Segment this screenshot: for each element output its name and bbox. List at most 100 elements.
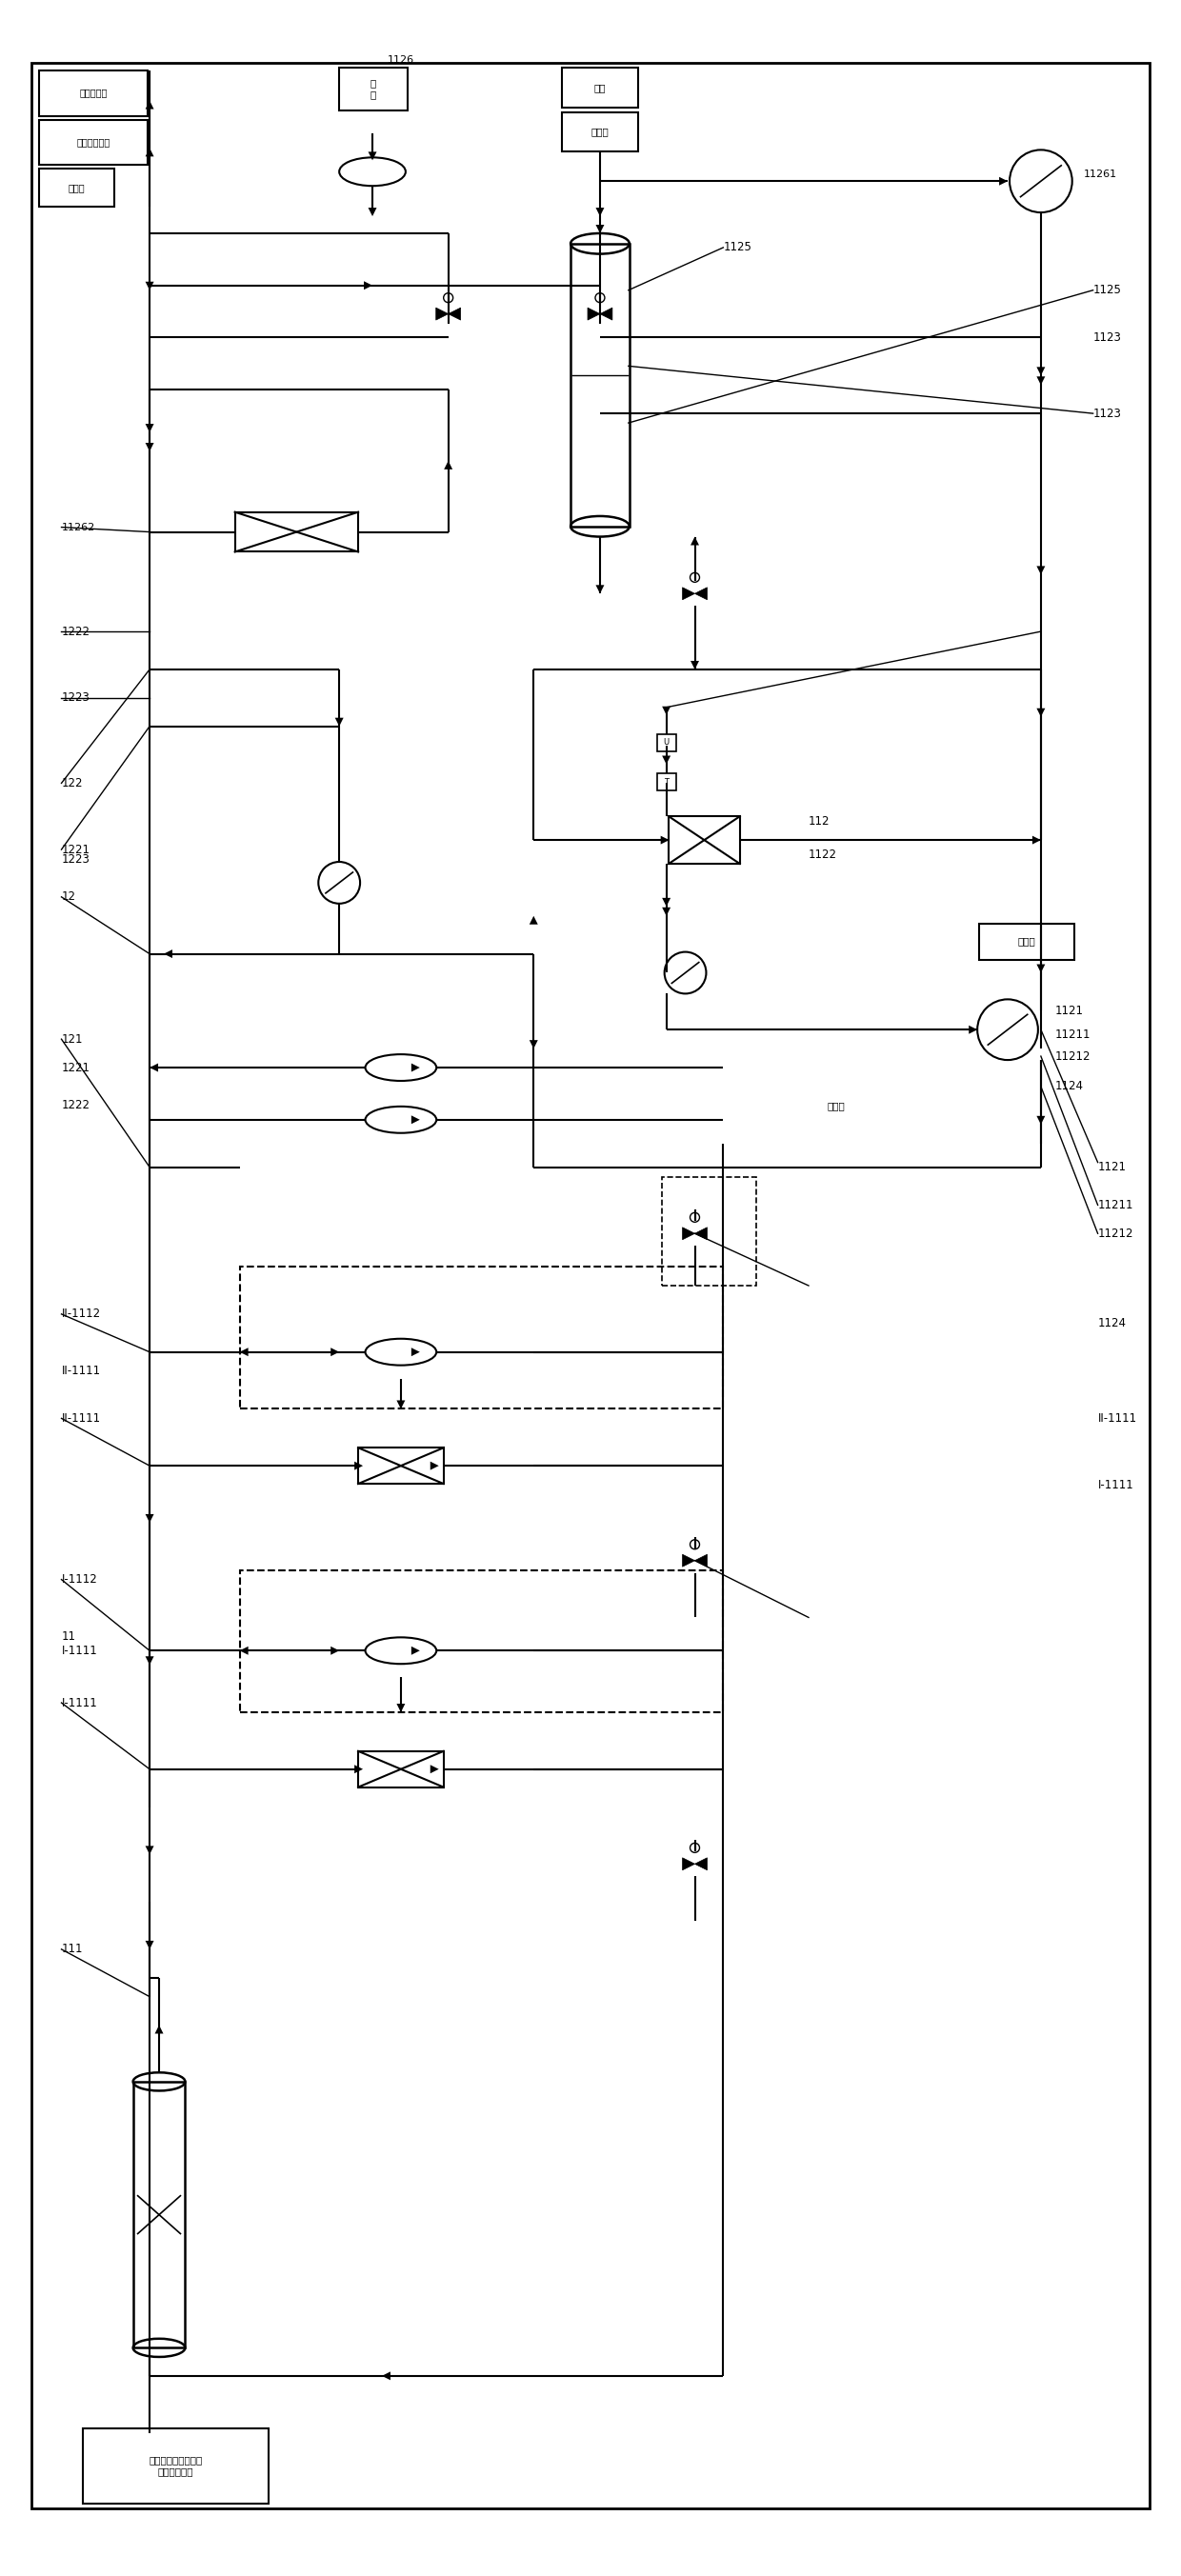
- Polygon shape: [691, 536, 699, 546]
- Polygon shape: [1037, 376, 1045, 384]
- Polygon shape: [595, 209, 605, 216]
- Text: 11262: 11262: [61, 523, 94, 533]
- Text: 净化气: 净化气: [68, 183, 85, 193]
- Polygon shape: [694, 587, 707, 600]
- Bar: [39, 118, 148, 165]
- Polygon shape: [694, 1857, 707, 1870]
- Text: 再生气放空: 再生气放空: [79, 88, 107, 98]
- Bar: [979, 922, 1074, 958]
- Text: II-1111: II-1111: [61, 1365, 100, 1378]
- Polygon shape: [694, 1553, 707, 1566]
- Polygon shape: [145, 1940, 154, 1950]
- Polygon shape: [663, 899, 671, 907]
- Bar: [358, 1448, 444, 1484]
- Bar: [657, 773, 676, 791]
- Polygon shape: [397, 1401, 405, 1409]
- Text: 1124: 1124: [1055, 1079, 1084, 1092]
- Bar: [240, 1569, 723, 1713]
- Text: 111: 111: [61, 1942, 83, 1955]
- Text: 补充水: 补充水: [1018, 938, 1036, 945]
- Polygon shape: [145, 281, 154, 291]
- Text: 1122: 1122: [809, 848, 837, 860]
- Text: 1223: 1223: [61, 690, 90, 703]
- Polygon shape: [155, 2025, 163, 2032]
- Text: 12: 12: [61, 891, 76, 904]
- Polygon shape: [663, 907, 671, 917]
- Text: 1222: 1222: [61, 626, 90, 639]
- Text: I-1112: I-1112: [61, 1574, 97, 1587]
- Polygon shape: [1032, 835, 1040, 845]
- Polygon shape: [164, 951, 172, 958]
- Polygon shape: [683, 1226, 694, 1239]
- Polygon shape: [691, 662, 699, 670]
- Text: I-1111: I-1111: [61, 1643, 97, 1656]
- Text: 气
罐: 气 罐: [371, 77, 377, 98]
- Polygon shape: [663, 755, 671, 765]
- Text: 112: 112: [809, 814, 830, 827]
- Text: 1121: 1121: [1098, 1162, 1127, 1172]
- Text: 1124: 1124: [1098, 1316, 1127, 1329]
- Text: II-1111: II-1111: [1098, 1412, 1137, 1425]
- Bar: [235, 513, 358, 551]
- Polygon shape: [145, 425, 154, 433]
- Text: 1125: 1125: [723, 242, 751, 252]
- Polygon shape: [694, 1226, 707, 1239]
- Text: I-1111: I-1111: [1098, 1479, 1134, 1492]
- Polygon shape: [411, 1064, 419, 1072]
- Polygon shape: [663, 706, 671, 716]
- Bar: [240, 1267, 723, 1409]
- Polygon shape: [683, 587, 694, 600]
- Polygon shape: [999, 178, 1007, 185]
- Polygon shape: [240, 1646, 248, 1654]
- Polygon shape: [145, 1847, 154, 1855]
- Polygon shape: [145, 443, 154, 451]
- Polygon shape: [683, 1553, 694, 1566]
- Text: 11212: 11212: [1055, 1051, 1091, 1061]
- Text: 1121: 1121: [1055, 1005, 1084, 1018]
- Text: 11211: 11211: [1098, 1198, 1134, 1211]
- Text: 1222: 1222: [61, 1100, 90, 1113]
- Polygon shape: [368, 209, 377, 216]
- Polygon shape: [145, 147, 154, 157]
- Bar: [83, 2429, 268, 2504]
- Polygon shape: [240, 1347, 248, 1355]
- Polygon shape: [381, 2372, 391, 2380]
- Bar: [39, 170, 115, 206]
- Polygon shape: [430, 1765, 439, 1772]
- Polygon shape: [397, 1703, 405, 1713]
- Polygon shape: [354, 1461, 363, 1471]
- Polygon shape: [411, 1646, 419, 1654]
- Text: 1125: 1125: [1094, 283, 1122, 296]
- Polygon shape: [331, 1347, 339, 1355]
- Text: 11261: 11261: [1083, 170, 1117, 180]
- Polygon shape: [444, 461, 452, 469]
- Polygon shape: [595, 585, 605, 592]
- Polygon shape: [145, 1656, 154, 1664]
- Bar: [562, 67, 638, 108]
- Bar: [570, 245, 629, 526]
- Polygon shape: [411, 1115, 419, 1123]
- Text: 1123: 1123: [1094, 407, 1122, 420]
- Polygon shape: [436, 307, 449, 319]
- Text: 11211: 11211: [1055, 1028, 1091, 1041]
- Text: 1223: 1223: [61, 853, 90, 866]
- Polygon shape: [588, 307, 600, 319]
- Polygon shape: [150, 1064, 158, 1072]
- Polygon shape: [968, 1025, 978, 1033]
- Text: 1126: 1126: [387, 54, 415, 64]
- Bar: [657, 734, 676, 752]
- Bar: [39, 70, 148, 116]
- Text: II-1112: II-1112: [61, 1309, 100, 1321]
- Polygon shape: [331, 1646, 339, 1654]
- Polygon shape: [529, 917, 537, 925]
- Text: 蒸汽: 蒸汽: [594, 82, 606, 93]
- Polygon shape: [354, 1765, 363, 1772]
- Polygon shape: [1037, 567, 1045, 574]
- Bar: [339, 67, 407, 111]
- Polygon shape: [595, 224, 605, 234]
- Polygon shape: [683, 1857, 694, 1870]
- Polygon shape: [430, 1461, 439, 1471]
- Polygon shape: [449, 307, 461, 319]
- Polygon shape: [1037, 708, 1045, 716]
- Polygon shape: [145, 1515, 154, 1522]
